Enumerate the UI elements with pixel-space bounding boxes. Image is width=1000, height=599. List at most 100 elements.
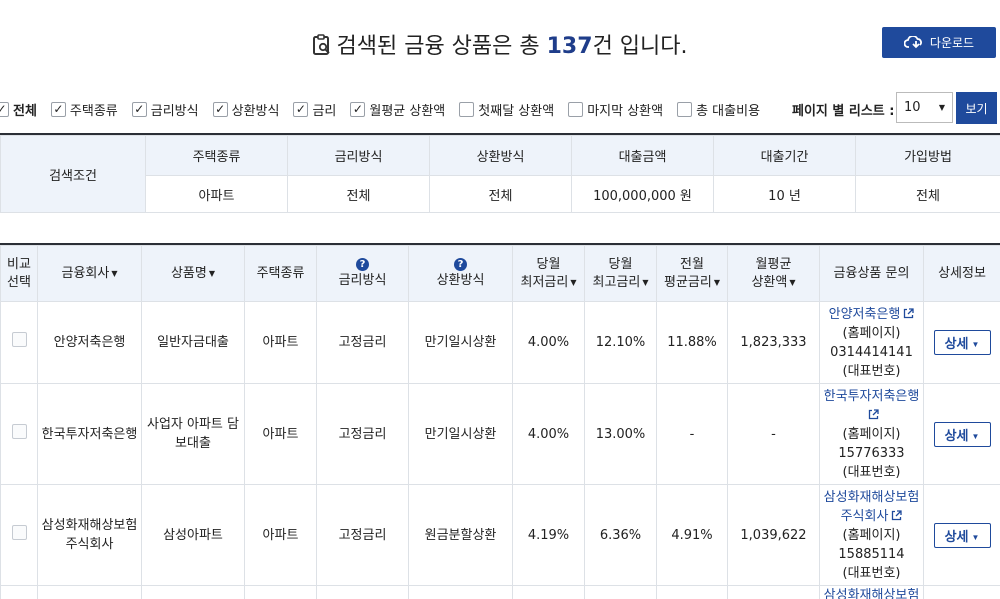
sort-icon[interactable]: ▼ bbox=[642, 277, 649, 287]
filter-all-label: 전체 bbox=[13, 103, 37, 119]
cond-header-repay-type: 상환방식 bbox=[429, 135, 572, 176]
cell-repay-type: 만기일시상환 bbox=[408, 383, 513, 485]
sort-icon[interactable]: ▼ bbox=[789, 277, 796, 287]
col-inquiry: 금융상품 문의 bbox=[819, 245, 924, 302]
question-circle-icon[interactable]: ? bbox=[454, 257, 467, 271]
filter-rate-type[interactable]: 금리방식 bbox=[131, 100, 199, 119]
cell-min-rate: 4.00% bbox=[512, 301, 585, 384]
col-min-rate[interactable]: 당월 최저금리 ▼ bbox=[512, 245, 585, 302]
cond-value-repay-type: 전체 bbox=[429, 175, 572, 213]
table-row: 삼성화재해상보험주식회사 삼성아파트 아파트 고정금리 원금분할상환 4.19%… bbox=[0, 484, 1000, 586]
cell-inquiry: 삼성화재해상보험 bbox=[819, 585, 924, 599]
sort-icon[interactable]: ▼ bbox=[570, 277, 577, 287]
sort-icon[interactable]: ▼ bbox=[111, 268, 118, 278]
filter-repay-type[interactable]: 상환방식 bbox=[212, 100, 280, 119]
filter-repay-type-checkbox[interactable] bbox=[212, 101, 228, 117]
col-product[interactable]: 상품명 ▼ bbox=[141, 245, 245, 302]
table-row: 한국투자저축은행 사업자 아파트 담보대출 아파트 고정금리 만기일시상환 4.… bbox=[0, 383, 1000, 485]
filter-house-type-label: 주택종류 bbox=[69, 103, 118, 119]
cell-product: 일반자금대출 bbox=[141, 301, 245, 384]
cell-min-rate: 4.00% bbox=[512, 383, 585, 485]
col-avg-rate[interactable]: 전월 평균금리 ▼ bbox=[656, 245, 728, 302]
cell-house-type: 아파트 bbox=[244, 301, 317, 384]
phone-number: 0314414141 bbox=[830, 344, 913, 360]
filter-first-month[interactable]: 첫째달 상환액 bbox=[459, 100, 554, 119]
download-button[interactable]: 다운로드 bbox=[882, 27, 996, 58]
detail-button[interactable]: 상세 ▼ bbox=[933, 421, 991, 447]
filter-rate-checkbox[interactable] bbox=[293, 101, 309, 117]
homepage-note: (홈페이지) bbox=[842, 325, 901, 341]
per-page-label: 페이지 별 리스트 : bbox=[792, 104, 895, 119]
cell-rate-type: 고정금리 bbox=[316, 301, 409, 384]
filter-last-month[interactable]: 마지막 상환액 bbox=[568, 100, 663, 119]
filter-house-type[interactable]: 주택종류 bbox=[50, 100, 118, 119]
filter-first-month-checkbox[interactable] bbox=[459, 101, 475, 117]
cell-inquiry: 삼성화재해상보험주식회사 (홈페이지) 15885114 (대표번호) bbox=[819, 484, 924, 586]
cond-header-amount: 대출금액 bbox=[571, 135, 714, 176]
filter-repay-type-label: 상환방식 bbox=[231, 103, 280, 119]
compare-checkbox[interactable] bbox=[11, 423, 27, 439]
download-cloud-icon bbox=[903, 35, 922, 48]
cell-max-rate: 12.10% bbox=[584, 301, 657, 384]
col-compare: 비교 선택 bbox=[0, 245, 38, 302]
detail-button[interactable]: 상세 ▼ bbox=[933, 330, 991, 355]
homepage-link[interactable]: 한국투자저축은행 bbox=[824, 389, 919, 423]
cond-value-amount: 100,000,000 원 bbox=[571, 175, 714, 213]
per-page-select[interactable]: 10 ▼ bbox=[896, 92, 953, 123]
filter-all-checkbox[interactable] bbox=[0, 101, 9, 117]
cond-value-join-method: 전체 bbox=[855, 175, 1000, 213]
chevron-down-icon: ▼ bbox=[971, 431, 980, 441]
cell-rate-type: 고정금리 bbox=[316, 484, 409, 586]
cond-value-house-type: 아파트 bbox=[145, 175, 288, 213]
sort-icon[interactable]: ▼ bbox=[208, 268, 216, 278]
title-prefix: 검색된 금융 상품은 총 bbox=[336, 34, 547, 59]
filter-last-month-label: 마지막 상환액 bbox=[587, 103, 664, 119]
external-link-icon bbox=[868, 408, 879, 419]
chevron-down-icon: ▼ bbox=[971, 532, 980, 542]
col-company[interactable]: 금융회사 ▼ bbox=[37, 245, 142, 302]
filter-first-month-label: 첫째달 상환액 bbox=[478, 103, 555, 119]
filter-rate[interactable]: 금리 bbox=[293, 100, 336, 119]
cond-header-rate-type: 금리방식 bbox=[287, 135, 430, 176]
filter-monthly-avg-checkbox[interactable] bbox=[350, 101, 366, 117]
cond-header-join-method: 가입방법 bbox=[855, 135, 1000, 176]
col-monthly[interactable]: 월평균 상환액 ▼ bbox=[727, 245, 820, 302]
filter-last-month-checkbox[interactable] bbox=[568, 101, 584, 117]
detail-button[interactable]: 상세 ▼ bbox=[933, 522, 991, 548]
phone-note: (대표번호) bbox=[842, 565, 901, 581]
cell-product: 삼성아파트 bbox=[141, 484, 245, 586]
filter-total-cost-checkbox[interactable] bbox=[677, 101, 693, 117]
conditions-row-label: 검색조건 bbox=[0, 135, 146, 213]
compare-checkbox[interactable] bbox=[11, 332, 27, 347]
cell-house-type: 아파트 bbox=[244, 484, 317, 586]
view-button[interactable]: 보기 bbox=[956, 92, 997, 124]
homepage-link[interactable]: 안양저축은행 bbox=[829, 307, 915, 322]
filter-rate-type-checkbox[interactable] bbox=[131, 101, 147, 117]
cell-house-type: 아파트 bbox=[244, 383, 317, 485]
cell-avg-rate: 11.88% bbox=[656, 301, 728, 384]
col-rate-type: ? 금리방식 bbox=[316, 245, 409, 302]
cond-value-rate-type: 전체 bbox=[287, 175, 430, 213]
filter-all[interactable]: 전체 bbox=[0, 100, 37, 119]
cond-header-house-type: 주택종류 bbox=[145, 135, 288, 176]
col-repay-type: ? 상환방식 bbox=[408, 245, 513, 302]
homepage-link[interactable]: 삼성화재해상보험 bbox=[823, 588, 920, 599]
compare-checkbox[interactable] bbox=[11, 524, 27, 540]
chevron-down-icon: ▼ bbox=[971, 340, 980, 349]
result-count: 137 bbox=[546, 34, 593, 59]
results-table: 비교 선택 금융회사 ▼ 상품명 ▼ 주택종류 ? 금리방식 ? 상환방식 당월 최저금리 ▼… bbox=[0, 243, 1000, 599]
page-title: 검색된 금융 상품은 총 137건 입니다. bbox=[0, 28, 1000, 60]
cell-max-rate: 6.36% bbox=[584, 484, 657, 586]
per-page-value: 10 bbox=[904, 100, 921, 115]
filter-house-type-checkbox[interactable] bbox=[50, 101, 66, 117]
question-circle-icon[interactable]: ? bbox=[356, 257, 369, 271]
col-detail: 상세정보 bbox=[923, 245, 1000, 302]
cell-inquiry: 한국투자저축은행 (홈페이지) 15776333 (대표번호) bbox=[819, 383, 924, 485]
filter-total-cost[interactable]: 총 대출비용 bbox=[677, 100, 760, 119]
homepage-link[interactable]: 삼성화재해상보험주식회사 bbox=[823, 489, 920, 524]
filter-monthly-avg[interactable]: 월평균 상환액 bbox=[350, 100, 445, 119]
filter-monthly-avg-label: 월평균 상환액 bbox=[369, 103, 446, 119]
sort-icon[interactable]: ▼ bbox=[713, 277, 720, 287]
col-max-rate[interactable]: 당월 최고금리 ▼ bbox=[584, 245, 657, 302]
chevron-down-icon: ▼ bbox=[938, 103, 945, 112]
